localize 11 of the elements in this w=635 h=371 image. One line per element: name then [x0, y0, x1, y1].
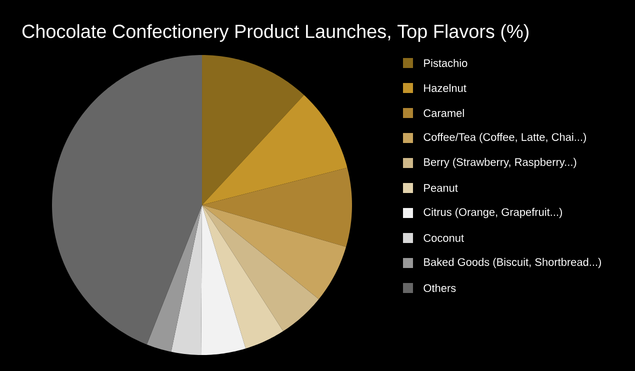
legend-label: Coffee/Tea (Coffee, Latte, Chai...)	[424, 132, 586, 144]
legend-label: Pistachio	[424, 58, 468, 68]
legend-label: Berry (Strawberry, Raspberry...)	[424, 158, 576, 168]
legend-label: Caramel	[424, 108, 464, 118]
legend-label: Citrus (Orange, Grapefruit...)	[424, 208, 562, 218]
legend-label: Coconut	[424, 234, 464, 242]
legend-label: Hazelnut	[424, 84, 466, 92]
chart-title: Chocolate Confectionery Product Launches, Top Flavors (%)	[22, 24, 528, 42]
legend-label: Others	[424, 284, 456, 292]
legend-label: Peanut	[424, 184, 458, 192]
legend-label: Baked Goods (Biscuit, Shortbread...)	[424, 258, 601, 268]
